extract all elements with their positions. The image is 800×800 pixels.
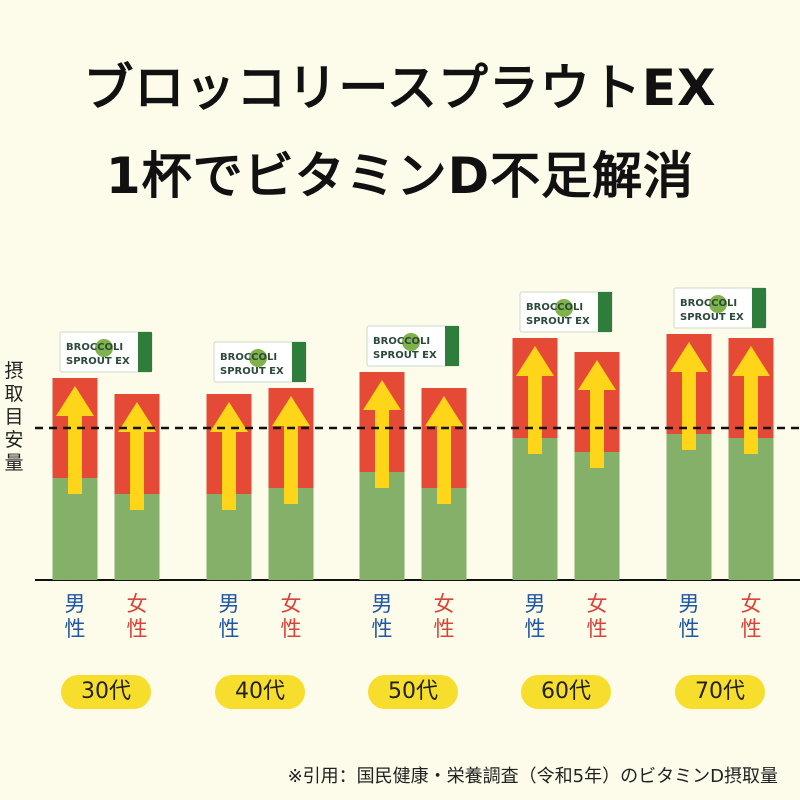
age-group-label: 70代 <box>675 675 765 709</box>
up-arrow-icon <box>516 346 554 454</box>
product-cup-icon <box>95 339 113 357</box>
age-group-label: 60代 <box>521 675 611 709</box>
product-label-top: BROCCOLI <box>373 336 430 347</box>
bar-intake <box>666 434 712 580</box>
product-cup-icon <box>709 295 727 313</box>
product-package-stripe <box>752 288 766 328</box>
bar-intake <box>574 452 620 580</box>
up-arrow-icon <box>118 402 156 510</box>
product-package-stripe <box>138 332 152 372</box>
female-label: 女性 <box>740 592 762 641</box>
y-axis-label: 摂取目安量 <box>4 360 24 474</box>
up-arrow-icon <box>670 342 708 450</box>
male-label: 男性 <box>218 592 240 641</box>
up-arrow-icon <box>578 360 616 468</box>
bar-intake <box>52 478 98 580</box>
product-cup-icon <box>402 333 420 351</box>
product-label-top: BROCCOLI <box>66 342 123 353</box>
product-label-bottom: SPROUT EX <box>526 316 590 327</box>
product-cup-icon <box>249 349 267 367</box>
product-label-bottom: SPROUT EX <box>66 356 130 367</box>
bar-intake <box>512 438 558 580</box>
male-label: 男性 <box>371 592 393 641</box>
footnote: ※引用：国民健康・栄養調査（令和5年）のビタミンD摂取量 <box>287 766 778 787</box>
female-label: 女性 <box>126 592 148 641</box>
up-arrow-icon <box>363 380 401 488</box>
product-cup-icon <box>555 299 573 317</box>
product-label-top: BROCCOLI <box>680 298 737 309</box>
female-label: 女性 <box>433 592 455 641</box>
product-package-stripe <box>598 292 612 332</box>
up-arrow-icon <box>732 346 770 454</box>
male-label: 男性 <box>678 592 700 641</box>
up-arrow-icon <box>272 396 310 504</box>
up-arrow-icon <box>56 386 94 494</box>
chart-title: ブロッコリースプラウトEX <box>83 59 717 117</box>
female-label: 女性 <box>280 592 302 641</box>
product-label-bottom: SPROUT EX <box>373 350 437 361</box>
bar-intake <box>359 472 405 580</box>
male-label: 男性 <box>524 592 546 641</box>
up-arrow-icon <box>425 396 463 504</box>
product-label-bottom: SPROUT EX <box>220 366 284 377</box>
age-group-label: 50代 <box>368 675 458 709</box>
male-label: 男性 <box>64 592 86 641</box>
product-package-stripe <box>445 326 459 366</box>
product-label-top: BROCCOLI <box>526 302 583 313</box>
female-label: 女性 <box>586 592 608 641</box>
product-label-bottom: SPROUT EX <box>680 312 744 323</box>
product-package-stripe <box>292 342 306 382</box>
product-label-top: BROCCOLI <box>220 352 277 363</box>
chart-subtitle: 1杯でビタミンD不足解消 <box>105 147 695 205</box>
age-group-label: 30代 <box>61 675 151 709</box>
bar-intake <box>728 438 774 580</box>
age-group-label: 40代 <box>215 675 305 709</box>
